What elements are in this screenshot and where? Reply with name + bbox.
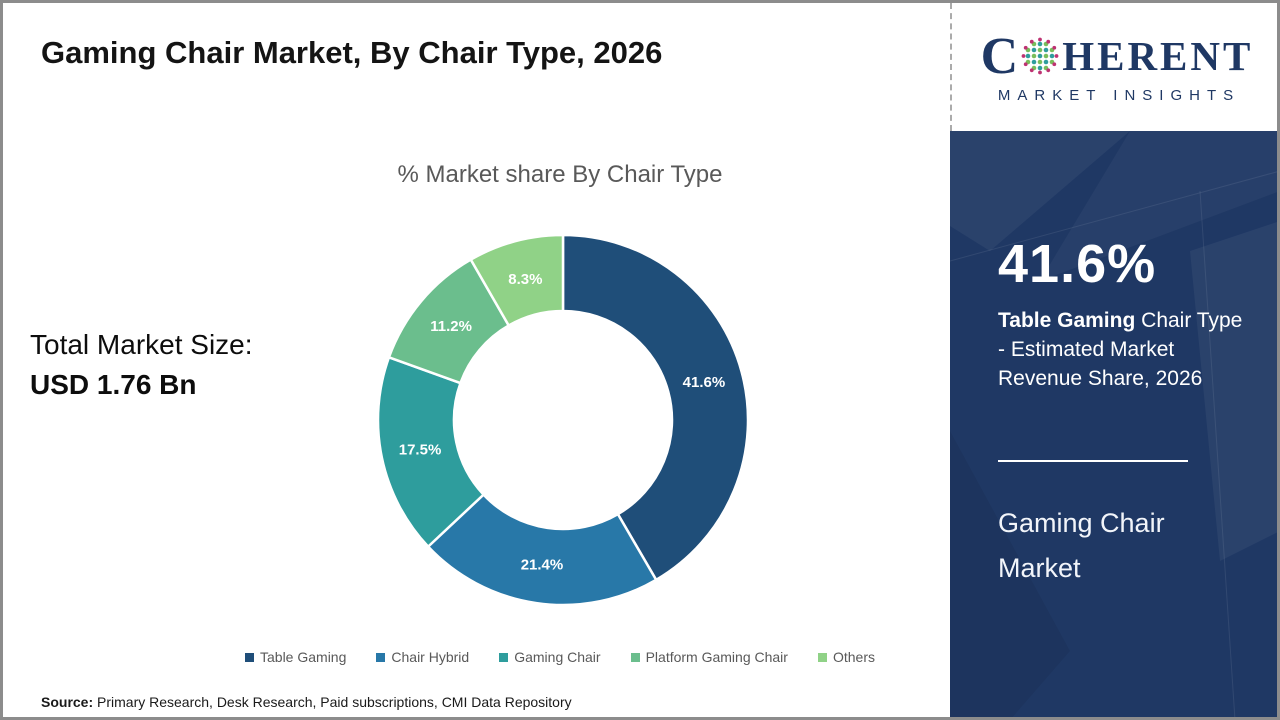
legend-swatch bbox=[245, 652, 254, 662]
donut-chart-svg: 41.6% 21.4% 17.5% 11.2% 8.3% bbox=[376, 233, 750, 607]
legend-item-gaming-chair: Gaming Chair bbox=[499, 649, 601, 665]
brand-logo-subtitle: MARKET INSIGHTS bbox=[997, 86, 1241, 104]
source-note: Source: Primary Research, Desk Research,… bbox=[41, 694, 572, 710]
legend-item-others: Others bbox=[817, 649, 875, 665]
total-market-size-label: Total Market Size: bbox=[30, 329, 253, 360]
total-market-size: Total Market Size: USD 1.76 Bn bbox=[30, 329, 253, 401]
report-name: Gaming Chair Market bbox=[998, 501, 1165, 591]
donut-segment-chair-hybrid bbox=[426, 493, 658, 607]
donut-data-label: 21.4% bbox=[521, 556, 564, 573]
legend-item-table-gaming: Table Gaming bbox=[245, 649, 346, 665]
donut-segment-others bbox=[469, 233, 565, 327]
legend-label: Table Gaming bbox=[260, 649, 347, 665]
donut-segment-table-gaming bbox=[561, 233, 750, 582]
map-texture bbox=[950, 131, 1277, 717]
legend-swatch bbox=[376, 652, 386, 662]
legend-item-platform-gaming-chair: Platform Gaming Chair bbox=[630, 649, 788, 665]
donut-data-label: 8.3% bbox=[508, 271, 542, 288]
legend-label: Platform Gaming Chair bbox=[645, 649, 788, 665]
logo-letters-herent: HERENT bbox=[1062, 33, 1254, 79]
legend-swatch bbox=[630, 652, 640, 662]
legend-item-chair-hybrid: Chair Hybrid bbox=[376, 649, 469, 665]
headline-description-bold: Table Gaming bbox=[998, 309, 1136, 332]
source-label: Source: bbox=[41, 694, 94, 710]
headline-description-rest: Chair Type - Estimated Market Revenue Sh… bbox=[998, 309, 1243, 390]
brand-logo: C HERENT MARKET INSIGHTS bbox=[950, 3, 1277, 131]
source-text: Primary Research, Desk Research, Paid su… bbox=[93, 694, 572, 710]
panel-divider bbox=[998, 460, 1188, 462]
brand-logo-wordmark: C HERENT bbox=[980, 27, 1254, 85]
report-name-line2: Market bbox=[998, 553, 1081, 583]
total-market-size-value: USD 1.76 Bn bbox=[30, 369, 197, 400]
chart-legend: Table Gaming Chair Hybrid Gaming Chair Plat… bbox=[160, 649, 960, 665]
headline-share-value: 41.6% bbox=[998, 234, 1157, 294]
donut-data-label: 41.6% bbox=[683, 374, 726, 391]
highlight-panel: 41.6% Table Gaming Chair Type - Estimate… bbox=[950, 131, 1277, 717]
chart-title: % Market share By Chair Type bbox=[397, 161, 723, 188]
donut-data-label: 11.2% bbox=[430, 318, 472, 335]
report-name-line1: Gaming Chair bbox=[998, 508, 1165, 538]
legend-swatch bbox=[499, 652, 509, 662]
donut-chart: 41.6% 21.4% 17.5% 11.2% 8.3% bbox=[333, 200, 793, 640]
legend-swatch bbox=[817, 652, 827, 662]
headline-description: Table Gaming Chair Type - Estimated Mark… bbox=[998, 306, 1243, 393]
globe-dots-icon bbox=[1021, 37, 1059, 74]
logo-letter-c: C bbox=[980, 27, 1019, 85]
legend-label: Chair Hybrid bbox=[391, 649, 470, 665]
page-title: Gaming Chair Market, By Chair Type, 2026 bbox=[41, 35, 663, 70]
legend-label: Gaming Chair bbox=[514, 649, 601, 665]
donut-data-label: 17.5% bbox=[399, 442, 442, 459]
legend-label: Others bbox=[832, 649, 875, 665]
